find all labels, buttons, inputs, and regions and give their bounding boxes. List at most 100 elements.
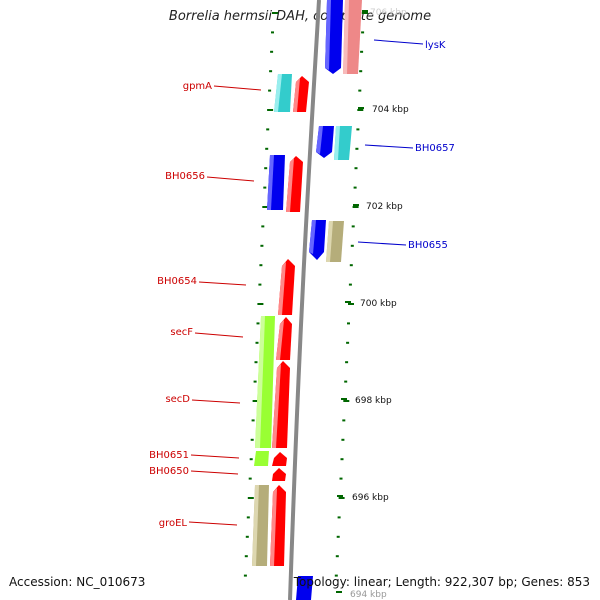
- left-tick-mark: [266, 128, 270, 131]
- left-tick-mark: [272, 12, 278, 14]
- label-lysK[interactable]: lysK: [425, 40, 446, 51]
- label-secD[interactable]: secD: [165, 394, 190, 405]
- right-tick-mark: [334, 574, 338, 577]
- gene-secD-lime-highlight: [255, 316, 265, 448]
- left-tick-mark: [248, 477, 252, 480]
- gene-BH0656-red-highlight: [286, 158, 294, 212]
- leader-BH0655: [357, 241, 407, 246]
- gene-BH0651-lime[interactable]: [254, 451, 269, 466]
- right-tick-mark: [355, 147, 359, 150]
- gene-BH0650-red[interactable]: [272, 468, 286, 481]
- right-tick-mark: [351, 225, 355, 228]
- gene-BH0655-blue-highlight: [309, 220, 316, 254]
- right-tick-mark: [337, 516, 341, 519]
- label-gpmA[interactable]: gpmA: [183, 81, 212, 92]
- right-tick-mark: [340, 458, 344, 461]
- scale-label-704: 704 kbp: [372, 105, 409, 115]
- right-tick-mark: [353, 186, 357, 189]
- right-tick-marks: [334, 12, 368, 577]
- left-tick-mark: [250, 438, 254, 441]
- left-tick-mark: [268, 89, 272, 92]
- left-tick-mark: [253, 380, 257, 383]
- scale-label-706: 706 kbp: [370, 8, 407, 18]
- leader-groEL: [188, 521, 238, 526]
- left-tick-mark: [244, 555, 248, 558]
- left-tick-mark: [251, 419, 255, 422]
- left-tick-mark: [265, 147, 269, 150]
- leader-BH0656: [206, 176, 255, 182]
- left-tick-mark: [267, 109, 274, 111]
- topology-label: Topology: linear; Length: 922,307 bp; Ge…: [293, 575, 590, 589]
- right-tick-mark: [338, 497, 345, 499]
- left-tick-mark: [249, 458, 253, 461]
- left-tick-mark: [256, 322, 260, 325]
- right-tick-mark: [358, 89, 362, 92]
- right-tick-mark: [335, 555, 339, 558]
- gene-BH0657-cyan-highlight: [334, 126, 340, 160]
- leader-gpmA: [213, 85, 262, 91]
- left-tick-mark: [252, 400, 259, 402]
- right-tick-mark: [361, 31, 365, 34]
- right-tick-mark: [344, 380, 348, 383]
- gene-gpmA-cyan-highlight: [274, 74, 282, 112]
- label-BH0655[interactable]: BH0655: [408, 240, 448, 251]
- scale-label-696: 696 kbp: [352, 493, 389, 503]
- gene-lysK-pink-highlight: [343, 0, 349, 74]
- right-tick-mark: [356, 128, 360, 131]
- right-tick-mark: [352, 206, 359, 208]
- gene-lysK-blue-highlight: [325, 0, 331, 70]
- gene-gpmA-red-highlight: [293, 78, 300, 112]
- scale-ticks: 706 kbp 704 kbp 702 kbp 700 kbp 698 kbp …: [336, 8, 409, 600]
- gene-BH0655-khaki-highlight: [326, 221, 333, 262]
- right-tick-mark: [348, 303, 354, 305]
- right-tick-mark: [342, 419, 346, 422]
- left-tick-mark: [263, 186, 267, 189]
- right-tick-mark: [343, 400, 350, 402]
- leader-secD: [191, 399, 241, 404]
- label-BH0650[interactable]: BH0650: [149, 466, 189, 477]
- right-gene-labels: lysK BH0657 BH0655: [357, 39, 455, 251]
- left-tick-mark: [245, 535, 249, 538]
- reverse-strand-genes: [296, 0, 362, 600]
- scale-label-702: 702 kbp: [366, 202, 403, 212]
- right-tick-mark: [359, 70, 363, 73]
- gene-BH0654-red-highlight: [278, 262, 286, 315]
- scale-label-698: 698 kbp: [355, 396, 392, 406]
- right-tick-mark: [346, 341, 350, 344]
- label-groEL[interactable]: groEL: [159, 518, 188, 529]
- left-tick-mark: [260, 244, 264, 247]
- right-tick-mark: [339, 477, 343, 480]
- leader-BH0650: [190, 470, 239, 475]
- left-gene-labels: gpmA BH0656 BH0654 secF secD BH0651 BH06…: [149, 81, 262, 529]
- scale-label-694: 694 kbp: [350, 590, 387, 600]
- right-tick-mark: [362, 12, 368, 14]
- gene-bottom-blue[interactable]: [296, 576, 313, 600]
- left-tick-mark: [271, 31, 274, 34]
- scale-label-700: 700 kbp: [360, 299, 397, 309]
- left-tick-mark: [246, 516, 250, 519]
- right-tick-mark: [336, 535, 340, 538]
- genome-backbone: [288, 0, 321, 600]
- gene-BH0657-blue-highlight: [316, 126, 323, 154]
- right-tick-mark: [350, 244, 354, 247]
- leader-BH0651: [190, 454, 240, 459]
- leader-BH0654: [198, 281, 247, 286]
- gene-BH0656-blue-highlight: [267, 155, 274, 210]
- left-tick-mark: [262, 206, 269, 208]
- right-tick-mark: [341, 438, 345, 441]
- label-BH0654[interactable]: BH0654: [157, 276, 197, 287]
- left-tick-marks: [243, 12, 278, 577]
- gene-secF-red-highlight: [276, 320, 284, 360]
- right-tick-mark: [354, 167, 358, 170]
- leader-BH0657: [364, 144, 414, 149]
- accession-label: Accession: NC_010673: [9, 575, 146, 589]
- label-BH0657[interactable]: BH0657: [415, 143, 455, 154]
- label-BH0656[interactable]: BH0656: [165, 171, 205, 182]
- left-tick-mark: [257, 303, 264, 305]
- right-tick-mark: [357, 109, 364, 111]
- label-secF[interactable]: secF: [170, 327, 193, 338]
- label-BH0651[interactable]: BH0651: [149, 450, 189, 461]
- gene-BH0651-red[interactable]: [272, 452, 287, 466]
